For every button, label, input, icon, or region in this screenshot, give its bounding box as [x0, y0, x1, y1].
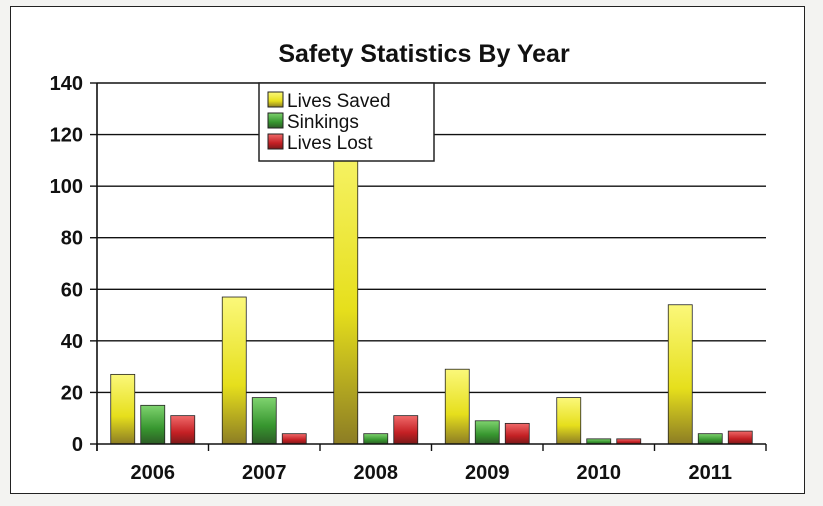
legend-label-sinkings: Sinkings [287, 112, 359, 133]
bar-sinkings-2006 [140, 404, 166, 445]
y-tick-label-80: 80 [61, 228, 83, 250]
bars [110, 108, 753, 445]
bar-lives-saved-2011 [667, 304, 693, 445]
bar-lives-lost-2007 [281, 433, 307, 445]
legend-swatch-lives-lost [267, 133, 284, 150]
bar-lives-saved-2010 [556, 397, 582, 445]
legend-label-lives-lost: Lives Lost [287, 133, 373, 154]
y-tick-label-40: 40 [61, 331, 83, 353]
bar-sinkings-2009 [474, 420, 500, 445]
x-tick-label-2009: 2009 [465, 462, 510, 484]
legend-entry-sinkings: Sinkings [267, 112, 359, 133]
legend: Lives Saved Sinkings Lives Lost [258, 82, 435, 162]
legend-swatch-lives-saved [267, 91, 284, 108]
legend-entry-lives-lost: Lives Lost [267, 133, 373, 154]
bar-lives-saved-2006 [110, 373, 136, 445]
y-tick-label-0: 0 [72, 434, 83, 456]
bar-sinkings-2008 [363, 433, 389, 445]
chart-title: Safety Statistics By Year [278, 40, 570, 68]
x-tick-label-2006: 2006 [131, 462, 176, 484]
x-tick-label-2007: 2007 [242, 462, 287, 484]
legend-box [258, 82, 435, 162]
legend-label-lives-saved: Lives Saved [287, 91, 391, 112]
legend-entry-lives-saved: Lives Saved [267, 91, 391, 112]
bar-lives-lost-2006 [170, 415, 196, 445]
chart-frame: Safety Statistics By Year 0 20 40 60 80 100 12… [10, 6, 805, 494]
axes [90, 82, 767, 451]
x-tick-label-2010: 2010 [577, 462, 622, 484]
y-tick-labels: 0 20 40 60 80 100 120 140 [50, 73, 83, 456]
bar-sinkings-2007 [251, 397, 277, 445]
y-tick-label-20: 20 [61, 382, 83, 404]
y-tick-label-100: 100 [50, 176, 83, 198]
bar-lives-saved-2009 [444, 368, 470, 445]
bar-lives-lost-2008 [393, 415, 419, 445]
y-tick-label-60: 60 [61, 279, 83, 301]
x-tick-label-2008: 2008 [354, 462, 399, 484]
x-tick-labels: 2006 2007 2008 2009 2010 2011 [131, 462, 732, 484]
bar-lives-saved-2007 [221, 296, 247, 445]
y-tick-label-140: 140 [50, 73, 83, 95]
legend-swatch-sinkings [267, 112, 284, 129]
safety-statistics-chart: Safety Statistics By Year 0 20 40 60 80 100 12… [50, 40, 767, 484]
y-tick-label-120: 120 [50, 125, 83, 147]
bar-lives-lost-2011 [727, 430, 753, 445]
bar-lives-lost-2009 [504, 422, 530, 445]
bar-sinkings-2011 [697, 433, 723, 445]
x-tick-label-2011: 2011 [689, 462, 732, 484]
bar-lives-saved-2008 [333, 108, 359, 445]
